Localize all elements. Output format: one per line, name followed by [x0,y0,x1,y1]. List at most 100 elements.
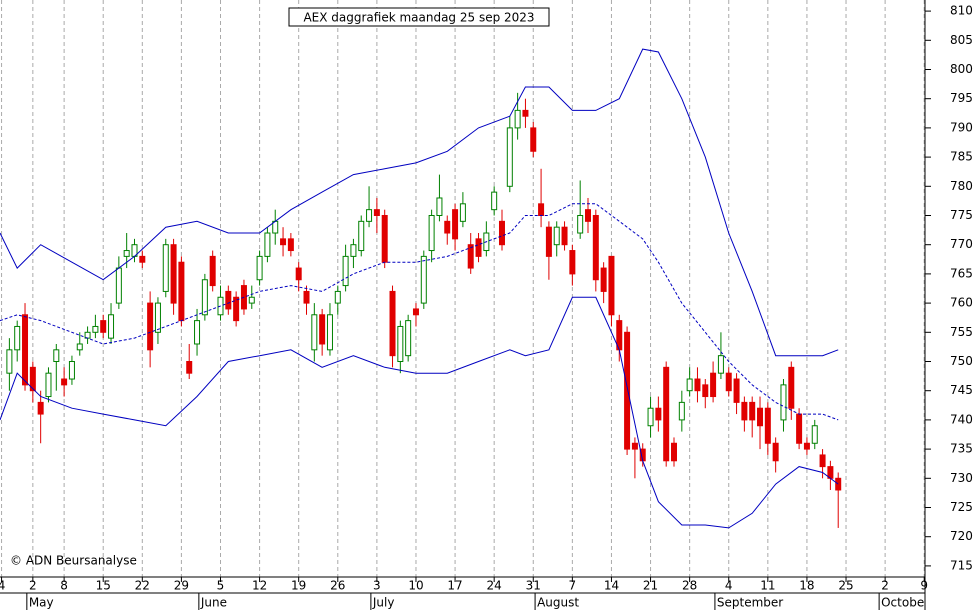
candle-body [569,250,576,275]
candle-body [6,349,13,374]
candle-body [115,267,122,304]
candle-body [678,401,685,421]
candle-body [584,209,591,222]
bollinger-band [0,203,839,421]
candle-body [491,191,498,211]
x-tick-label: 2 [29,579,37,593]
candle-body [201,279,208,316]
candle-body [37,401,44,415]
candle-body [287,238,294,252]
candle-body [506,127,513,187]
y-tick-label: 780 [950,179,973,193]
x-tick-label: 4 [725,579,733,593]
candle-body [108,314,115,339]
candle-body [686,378,693,392]
plot [0,48,842,529]
candle-body [100,320,107,333]
candle-body [264,232,271,257]
x-tick-label: 28 [682,579,697,593]
candle-body [420,255,427,304]
candle-body [311,314,318,351]
x-tick-label: 15 [96,579,111,593]
y-tick-label: 810 [950,4,973,18]
candle-body [772,442,779,462]
y-tick-label: 720 [950,529,973,543]
candle-body [366,209,373,222]
candle-body [405,320,412,357]
x-tick-label: 9 [920,579,928,593]
candle-body [764,407,771,444]
y-tick-label: 740 [950,412,973,426]
x-tick-label: 12 [252,579,267,593]
candle-body [741,401,748,421]
candle-body [452,209,459,240]
x-tick-label: 18 [799,579,814,593]
candle-body [780,384,787,421]
x-tick-label: 29 [174,579,189,593]
x-tick-label: 25 [838,579,853,593]
y-tick-label: 790 [950,120,973,134]
candle-body [803,442,810,450]
y-tick-label: 805 [950,33,973,47]
bollinger-band [0,296,839,529]
y-tick-label: 795 [950,91,973,105]
x-tick-label: 11 [760,579,775,593]
candle-body [61,378,68,386]
candle-body [498,220,505,246]
candle-body [717,355,724,374]
x-tick-label: 8 [60,579,68,593]
candle-body [514,109,521,129]
candle-body [428,214,435,252]
candle-body [209,255,216,287]
candle-body [663,366,670,462]
x-tick-label: 24 [487,579,502,593]
y-tick-label: 770 [950,237,973,251]
y-tick-label: 730 [950,471,973,485]
y-tick-label: 775 [950,208,973,222]
candle-body [225,290,232,310]
candle-body [14,325,21,351]
candle-body [796,413,803,444]
candle-body [725,372,732,392]
candle-body [600,267,607,292]
y-tick-label: 765 [950,266,973,280]
candle-body [319,314,326,345]
candle-body [577,214,584,234]
candle-body [819,454,826,468]
candle-body [350,244,357,257]
candle-body [561,226,568,246]
y-tick-label: 785 [950,150,973,164]
x-tick-label: 7 [569,579,577,593]
x-tick-label: 31 [526,579,541,593]
x-tick-label: 19 [291,579,306,593]
candle-body [436,197,443,216]
y-tick-label: 755 [950,325,973,339]
candle-body [475,238,482,257]
chart-title: AEX daggrafiek maandag 25 sep 2023 [303,11,534,25]
month-label: May [29,596,54,610]
candle-body [397,325,404,363]
candle-body [178,261,185,322]
y-tick-label: 725 [950,500,973,514]
x-tick-label: 26 [330,579,345,593]
candle-body [123,250,130,257]
x-tick-label: 14 [604,579,619,593]
x-tick-label: 17 [447,579,462,593]
month-label: Octobe [881,596,924,610]
candle-body [334,290,341,304]
candle-body [256,255,263,281]
candle-body [655,407,662,421]
candle-body [170,244,177,304]
candle-body [154,302,161,333]
candle-body [68,361,75,380]
candle-body [459,203,466,222]
candle-body [280,238,287,246]
x-tick-label: 3 [373,579,381,593]
month-label: September [717,596,783,610]
candle-body [592,214,599,281]
candle-body [530,127,537,152]
y-tick-label: 735 [950,442,973,456]
candle-body [45,372,52,398]
y-tick-label: 745 [950,383,973,397]
candle-body [647,407,654,427]
